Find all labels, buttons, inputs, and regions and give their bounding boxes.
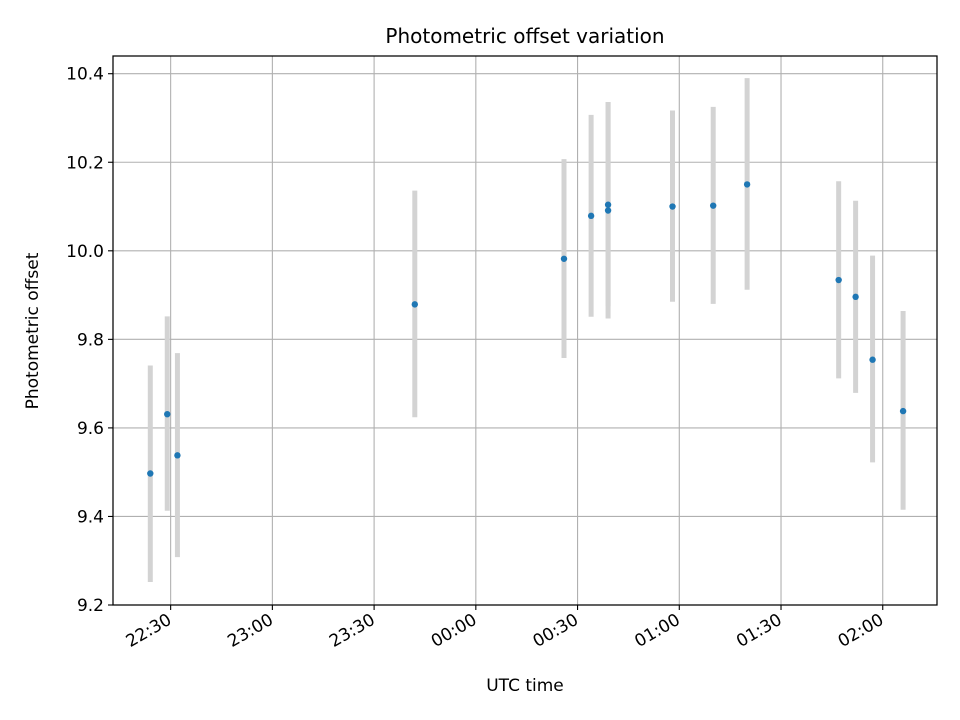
data-point [174,452,181,459]
data-point [604,201,612,208]
y-tick-label: 9.8 [77,330,104,350]
axes-frame [112,55,938,606]
data-point [587,212,595,220]
data-point [709,202,717,209]
data-point [743,181,751,188]
y-tick-label: 9.6 [77,419,104,439]
data-point [147,470,154,477]
y-tick-label: 10.4 [66,65,104,85]
data-point [604,207,612,214]
y-axis-label: Photometric offset [23,252,43,409]
y-tick-label: 9.2 [77,596,104,616]
y-tick-label: 10.0 [66,242,104,262]
data-point [869,356,876,363]
data-point [835,276,842,284]
y-ticks: 9.2 9.4 9.6 9.8 10.0 10.2 10.4 [66,65,113,616]
grid [113,56,937,606]
data-point [669,203,676,210]
y-tick-label: 9.4 [77,507,104,527]
y-tick-label: 10.2 [66,153,104,173]
x-axis-label: UTC time [486,676,564,696]
data-point [899,407,907,415]
data-point [560,255,568,262]
chart-title: Photometric offset variation [385,24,664,48]
data-point [164,410,171,418]
data-point [852,293,859,301]
data-points [147,181,907,477]
data-point [411,301,418,308]
